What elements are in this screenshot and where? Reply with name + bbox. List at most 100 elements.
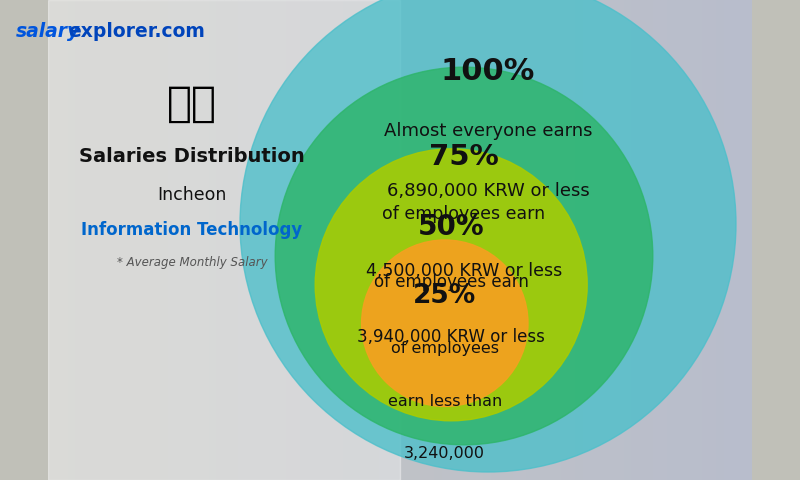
- Bar: [386, 0, 393, 480]
- Bar: [330, 0, 337, 480]
- Bar: [379, 0, 386, 480]
- Bar: [224, 0, 231, 480]
- Bar: [421, 0, 428, 480]
- Bar: [210, 0, 217, 480]
- Text: 6,890,000 KRW or less: 6,890,000 KRW or less: [386, 182, 590, 200]
- Bar: [400, 0, 407, 480]
- Bar: [407, 0, 414, 480]
- Circle shape: [240, 0, 736, 472]
- Bar: [513, 0, 520, 480]
- Bar: [639, 0, 646, 480]
- Bar: [372, 0, 379, 480]
- Bar: [98, 0, 104, 480]
- Bar: [442, 0, 450, 480]
- Bar: [626, 0, 632, 480]
- Bar: [104, 0, 111, 480]
- Text: 🇰🇷: 🇰🇷: [167, 83, 217, 125]
- Bar: [315, 0, 322, 480]
- Text: of employees earn: of employees earn: [374, 273, 529, 291]
- Bar: [583, 0, 590, 480]
- Text: Incheon: Incheon: [158, 186, 226, 204]
- Text: 100%: 100%: [441, 58, 535, 86]
- Bar: [456, 0, 463, 480]
- Bar: [520, 0, 526, 480]
- Bar: [674, 0, 682, 480]
- Text: Almost everyone earns: Almost everyone earns: [384, 122, 592, 141]
- Bar: [322, 0, 330, 480]
- Bar: [259, 0, 266, 480]
- Bar: [83, 0, 90, 480]
- Text: Salaries Distribution: Salaries Distribution: [79, 147, 305, 166]
- Text: explorer.com: explorer.com: [68, 22, 205, 41]
- Bar: [541, 0, 548, 480]
- Text: of employees earn: of employees earn: [382, 205, 546, 223]
- Text: 25%: 25%: [413, 283, 477, 309]
- Bar: [139, 0, 146, 480]
- Bar: [717, 0, 724, 480]
- Bar: [55, 0, 62, 480]
- Bar: [667, 0, 674, 480]
- Bar: [597, 0, 604, 480]
- Bar: [174, 0, 182, 480]
- Text: * Average Monthly Salary: * Average Monthly Salary: [117, 256, 267, 269]
- Bar: [238, 0, 245, 480]
- Bar: [710, 0, 717, 480]
- Bar: [463, 0, 470, 480]
- Bar: [358, 0, 365, 480]
- Bar: [745, 0, 752, 480]
- Bar: [302, 0, 309, 480]
- Bar: [48, 0, 55, 480]
- Bar: [294, 0, 302, 480]
- Text: 3,240,000: 3,240,000: [404, 446, 486, 461]
- Circle shape: [275, 67, 653, 445]
- Bar: [506, 0, 513, 480]
- Bar: [661, 0, 667, 480]
- Bar: [632, 0, 639, 480]
- Bar: [450, 0, 456, 480]
- Bar: [555, 0, 562, 480]
- Circle shape: [315, 149, 587, 421]
- Bar: [569, 0, 576, 480]
- Bar: [217, 0, 224, 480]
- Bar: [654, 0, 661, 480]
- Bar: [414, 0, 421, 480]
- Text: 3,940,000 KRW or less: 3,940,000 KRW or less: [358, 328, 545, 346]
- Bar: [69, 0, 76, 480]
- Bar: [182, 0, 189, 480]
- Bar: [478, 0, 485, 480]
- Bar: [689, 0, 696, 480]
- Bar: [76, 0, 83, 480]
- Bar: [435, 0, 442, 480]
- Bar: [618, 0, 626, 480]
- Text: 4,500,000 KRW or less: 4,500,000 KRW or less: [366, 262, 562, 280]
- Bar: [287, 0, 294, 480]
- Bar: [154, 0, 161, 480]
- Bar: [534, 0, 541, 480]
- Bar: [646, 0, 654, 480]
- Bar: [196, 0, 203, 480]
- Bar: [350, 0, 358, 480]
- Bar: [231, 0, 238, 480]
- Bar: [498, 0, 506, 480]
- Bar: [189, 0, 196, 480]
- Bar: [203, 0, 210, 480]
- Bar: [48, 0, 400, 480]
- Circle shape: [362, 240, 528, 407]
- Text: 50%: 50%: [418, 213, 485, 241]
- Bar: [548, 0, 555, 480]
- Bar: [393, 0, 400, 480]
- Bar: [118, 0, 126, 480]
- Text: 75%: 75%: [429, 143, 499, 171]
- Bar: [168, 0, 174, 480]
- Bar: [738, 0, 745, 480]
- Bar: [309, 0, 315, 480]
- Bar: [90, 0, 98, 480]
- Bar: [161, 0, 168, 480]
- Bar: [266, 0, 274, 480]
- Bar: [562, 0, 569, 480]
- Bar: [111, 0, 118, 480]
- Bar: [126, 0, 133, 480]
- Bar: [604, 0, 611, 480]
- Text: Information Technology: Information Technology: [82, 221, 302, 240]
- Bar: [590, 0, 597, 480]
